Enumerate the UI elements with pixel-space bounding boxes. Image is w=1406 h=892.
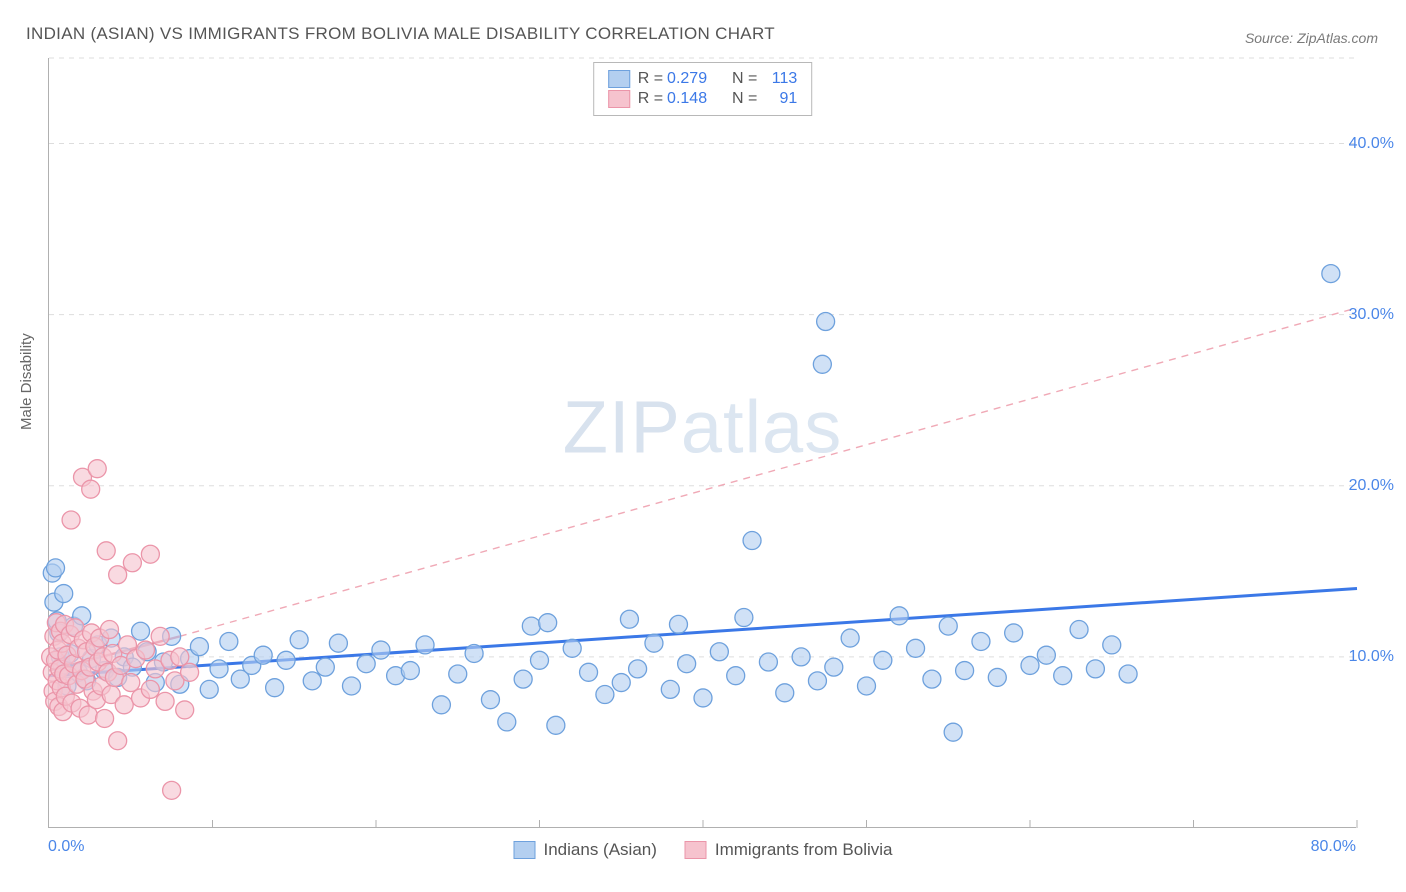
corr-legend-row: R =0.148 N =91 bbox=[608, 90, 798, 108]
series-legend-label: Immigrants from Bolivia bbox=[715, 840, 893, 860]
correlation-legend-box: R =0.279 N =113 R =0.148 N =91 bbox=[593, 62, 813, 116]
y-tick-10: 10.0% bbox=[1349, 648, 1394, 666]
y-tick-30: 30.0% bbox=[1349, 306, 1394, 324]
series-legend-item: Indians (Asian) bbox=[514, 840, 657, 860]
series-legend-item: Immigrants from Bolivia bbox=[685, 840, 893, 860]
series-legend: Indians (Asian) Immigrants from Bolivia bbox=[514, 840, 893, 860]
y-tick-40: 40.0% bbox=[1349, 135, 1394, 153]
y-tick-20: 20.0% bbox=[1349, 477, 1394, 495]
legend-swatch bbox=[608, 90, 630, 108]
legend-text: R =0.279 N =113 bbox=[638, 70, 798, 88]
x-tick-min: 0.0% bbox=[48, 838, 84, 856]
legend-swatch bbox=[685, 841, 707, 859]
legend-swatch bbox=[514, 841, 536, 859]
legend-swatch bbox=[608, 70, 630, 88]
x-tick-max: 80.0% bbox=[1311, 838, 1356, 856]
corr-legend-row: R =0.279 N =113 bbox=[608, 70, 798, 88]
scatter-svg bbox=[49, 58, 1356, 827]
series-legend-label: Indians (Asian) bbox=[544, 840, 657, 860]
chart-plot-area: ZIPatlas R =0.279 N =113R =0.148 N =91 bbox=[48, 58, 1356, 828]
legend-text: R =0.148 N =91 bbox=[638, 90, 798, 108]
y-axis-label: Male Disability bbox=[18, 333, 35, 430]
chart-title: INDIAN (ASIAN) VS IMMIGRANTS FROM BOLIVI… bbox=[26, 24, 775, 44]
source-label: Source: ZipAtlas.com bbox=[1245, 30, 1378, 46]
